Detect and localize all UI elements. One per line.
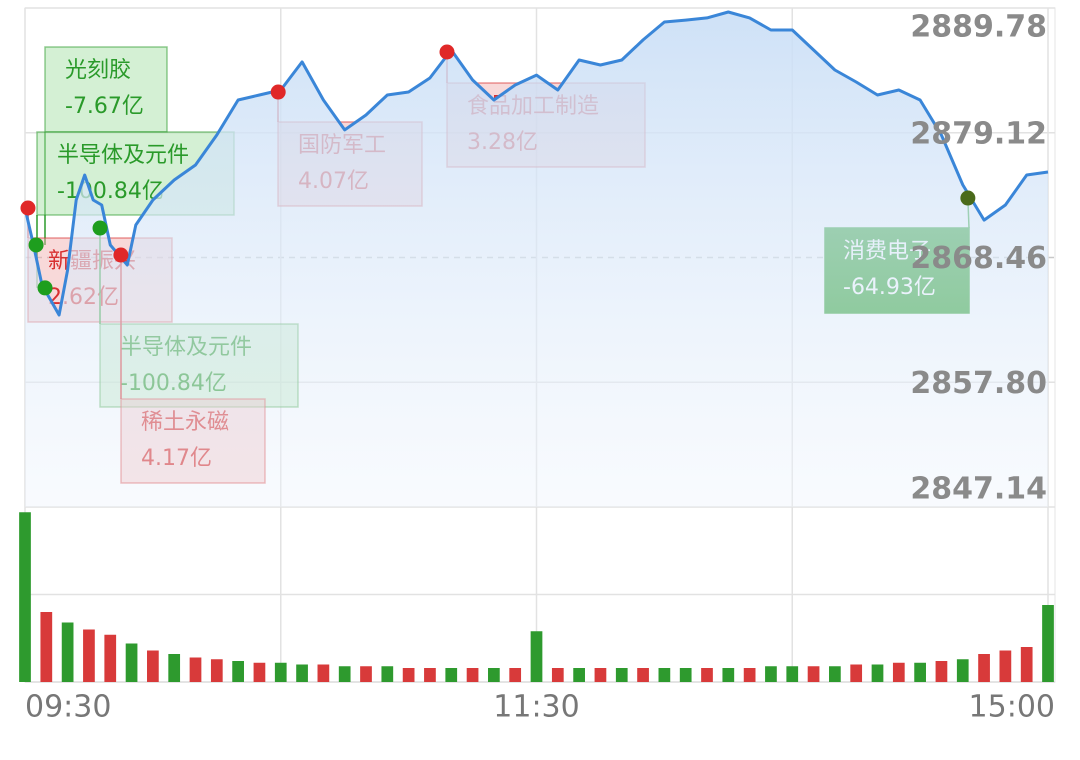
volume-bar: [829, 666, 841, 682]
annotation-dot: [270, 84, 286, 100]
x-tick-label: 11:30: [493, 690, 579, 725]
volume-bar: [338, 666, 351, 682]
y-tick-label: 2879.12: [910, 116, 1047, 151]
annotation-label: 半导体及元件: [57, 143, 189, 168]
volume-bar: [381, 666, 394, 682]
volume-bar: [530, 631, 543, 682]
volume-bar: [807, 666, 820, 682]
volume-bar: [210, 659, 223, 682]
volume-bar: [637, 668, 649, 682]
volume-bar: [935, 661, 948, 682]
annotation-dot: [92, 220, 108, 236]
volume-bar: [679, 668, 692, 682]
volume-bar: [914, 662, 926, 682]
volume-bar: [424, 668, 436, 682]
volume-bar: [274, 662, 287, 682]
y-tick-label: 2847.14: [910, 472, 1047, 507]
volume-bar: [445, 668, 458, 682]
volume-bar: [701, 668, 713, 682]
volume-bar: [999, 650, 1012, 682]
annotation-dot: [960, 190, 976, 206]
y-tick-label: 2857.80: [910, 366, 1047, 401]
volume-bar: [743, 668, 756, 682]
volume-bar: [83, 629, 95, 682]
volume-bar: [573, 668, 585, 682]
x-tick-label: 09:30: [25, 690, 111, 725]
volume-bar: [232, 661, 244, 682]
volume-bar: [956, 659, 969, 682]
volume-bar: [168, 654, 181, 682]
volume-bar: [1042, 605, 1054, 682]
volume-bar: [147, 650, 159, 682]
y-tick-label: 2889.78: [910, 10, 1047, 45]
volume-bar: [40, 612, 53, 682]
volume-bar: [615, 668, 628, 682]
volume-bar: [765, 666, 777, 682]
annotation-amount: -7.67亿: [65, 94, 144, 119]
volume-bar: [61, 622, 74, 682]
annotation-dot: [28, 237, 44, 253]
volume-bar: [360, 666, 372, 682]
volume-bar: [786, 666, 799, 682]
volume-bar: [125, 643, 138, 682]
annotation-dot: [439, 44, 455, 60]
y-tick-label: 2868.46: [910, 241, 1047, 276]
volume-bar: [296, 664, 308, 682]
volume-bar: [722, 668, 735, 682]
volume-bar: [189, 657, 202, 682]
volume-bar: [402, 668, 415, 682]
volume-bar: [104, 634, 117, 682]
volume-bar: [19, 512, 31, 682]
annotation-dot: [113, 247, 129, 263]
volume-bar: [892, 662, 905, 682]
volume-bar: [551, 668, 564, 682]
x-tick-label: 15:00: [969, 690, 1055, 725]
price-area: [25, 12, 1048, 507]
annotation-label: 光刻胶: [65, 58, 131, 83]
volume-bar: [488, 668, 500, 682]
volume-bar: [850, 664, 863, 682]
annotation-dot: [20, 200, 36, 216]
volume-bar: [594, 668, 607, 682]
volume-bar: [978, 654, 990, 682]
annotation-box: [44, 46, 168, 133]
annotation-dot: [37, 280, 53, 296]
volume-bar: [466, 668, 479, 682]
volume-bar: [317, 664, 330, 682]
volume-bar: [1020, 647, 1033, 682]
volume-bar: [509, 668, 522, 682]
annotation-amount: -100.84亿: [57, 179, 164, 204]
volume-bar: [871, 664, 884, 682]
volume-bar: [658, 668, 671, 682]
volume-bar: [253, 662, 266, 682]
